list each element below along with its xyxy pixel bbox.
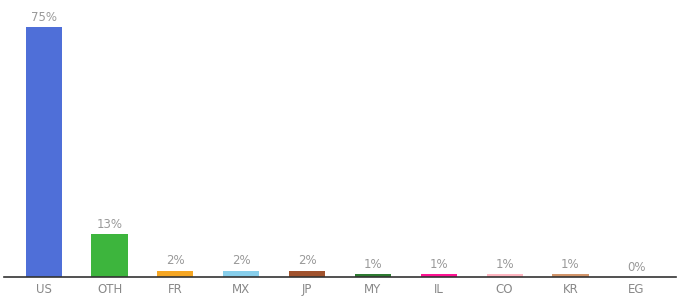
Text: 2%: 2%: [166, 254, 185, 267]
Text: 1%: 1%: [495, 258, 514, 271]
Bar: [355, 274, 391, 277]
Text: 1%: 1%: [561, 258, 580, 271]
Bar: [223, 271, 259, 277]
Text: 0%: 0%: [627, 261, 645, 274]
Text: 1%: 1%: [364, 258, 382, 271]
Bar: [91, 234, 128, 277]
Bar: [26, 28, 62, 277]
Text: 1%: 1%: [430, 258, 448, 271]
Bar: [552, 274, 589, 277]
Text: 2%: 2%: [232, 254, 250, 267]
Text: 2%: 2%: [298, 254, 316, 267]
Text: 13%: 13%: [97, 218, 122, 231]
Bar: [157, 271, 194, 277]
Bar: [486, 274, 523, 277]
Text: 75%: 75%: [31, 11, 56, 24]
Bar: [421, 274, 457, 277]
Bar: [289, 271, 325, 277]
